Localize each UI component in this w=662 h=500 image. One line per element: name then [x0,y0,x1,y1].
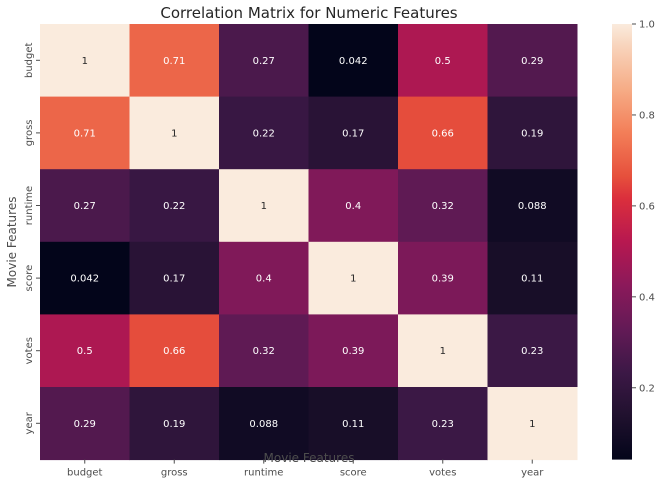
heatmap-cell [398,314,488,388]
cell-value-label: 0.042 [339,56,368,67]
y-tick-label: score [24,265,35,292]
heatmap-cell [487,169,578,243]
x-tick-label: votes [429,468,456,479]
heatmap-cell [487,24,578,98]
heatmap-cell [308,314,399,388]
heatmap-cell [487,314,578,388]
colorbar-tick-label: 0.4 [639,292,655,303]
cell-value-label: 0.71 [163,56,185,67]
colorbar-tick-label: 0.6 [639,201,655,212]
heatmap-cell [487,387,578,461]
x-tick-label: score [340,468,367,479]
heatmap-cell [219,241,309,315]
cell-value-label: 0.088 [518,201,547,212]
heatmap-cell [219,314,309,388]
heatmap-cell [40,387,130,461]
cell-value-label: 1 [440,346,446,357]
y-axis-ticks: budget gross runtime score votes year [24,43,40,434]
cell-value-label: 0.088 [249,419,278,430]
cell-value-label: 1 [171,128,177,139]
cell-value-label: 0.19 [521,128,543,139]
heatmap-cell [398,241,488,315]
y-axis-label: Movie Features [5,197,19,288]
cell-value-label: 0.39 [342,346,364,357]
cell-value-label: 0.11 [521,274,543,285]
heatmap-cell [129,314,220,388]
x-tick-label: runtime [244,468,283,479]
y-tick-label: votes [24,337,35,364]
cell-value-label: 0.23 [432,419,454,430]
y-tick-label: gross [24,120,35,147]
heatmap-cell [219,96,309,170]
cell-value-label: 0.32 [253,346,275,357]
cell-value-label: 0.17 [342,128,364,139]
cell-value-label: 0.11 [342,419,364,430]
cell-value-label: 0.17 [163,274,185,285]
heatmap-cell [40,96,130,170]
cell-value-label: 1 [261,201,267,212]
cell-value-label: 0.4 [345,201,361,212]
heatmap-cell [40,169,130,243]
cell-value-label: 0.5 [435,56,451,67]
y-tick-label: year [24,411,35,434]
x-axis-label: Movie Features [264,451,355,465]
heatmap-cell [308,387,399,461]
heatmap-cell [308,96,399,170]
colorbar-tick-label: 0.8 [639,110,655,121]
cell-value-label: 1 [529,419,535,430]
y-tick-label: budget [24,43,35,79]
heatmap-cell [40,241,130,315]
cell-value-label: 1 [82,56,88,67]
cell-value-label: 0.27 [253,56,275,67]
heatmap-cell [40,314,130,388]
colorbar-tick-label: 0.2 [639,383,655,394]
cell-value-label: 0.19 [163,419,185,430]
heatmap-cell [308,24,399,98]
chart-title: Correlation Matrix for Numeric Features [160,4,457,22]
x-tick-label: year [521,468,544,479]
cell-value-label: 1 [350,274,356,285]
cell-value-label: 0.66 [163,346,185,357]
cell-value-label: 0.32 [432,201,454,212]
heatmap-cell [129,96,220,170]
cell-value-label: 0.27 [74,201,96,212]
cell-value-label: 0.29 [521,56,543,67]
heatmap-cell [398,169,488,243]
colorbar-ticks: 0.2 0.4 0.6 0.8 1.0 [632,20,655,394]
heatmap-cell [308,241,399,315]
heatmap-cell [487,241,578,315]
x-tick-label: gross [161,468,188,479]
cell-value-label: 0.66 [432,128,454,139]
cell-value-label: 0.71 [74,128,96,139]
heatmap-cell [129,241,220,315]
cell-value-label: 0.23 [521,346,543,357]
heatmap-cell [40,24,130,98]
y-tick-label: runtime [24,186,35,225]
cell-value-label: 0.39 [432,274,454,285]
heatmap-cell [129,169,220,243]
cell-value-label: 0.042 [70,274,99,285]
cell-value-label: 0.5 [77,346,93,357]
colorbar: 0.2 0.4 0.6 0.8 1.0 [612,20,655,460]
heatmap-cell [219,387,309,461]
colorbar-tick-label: 1.0 [639,20,655,31]
heatmap-cell [219,169,309,243]
cell-value-label: 0.22 [253,128,275,139]
heatmap-cells: 1 0.71 0.27 0.042 0.5 0.29 0.71 1 0.22 0.17 0.66 0.… [40,24,578,461]
cell-value-label: 0.4 [256,274,272,285]
x-axis-ticks: budget gross runtime score votes year [67,459,544,479]
heatmap-cell [308,169,399,243]
heatmap-cell [398,24,488,98]
heatmap-cell [129,24,220,98]
heatmap-cell [398,96,488,170]
heatmap-cell [129,387,220,461]
colorbar-gradient [612,24,632,460]
x-tick-label: budget [67,468,103,479]
heatmap-cell [219,24,309,98]
heatmap-cell [398,387,488,461]
heatmap-cell [487,96,578,170]
cell-value-label: 0.22 [163,201,185,212]
cell-value-label: 0.29 [74,419,96,430]
